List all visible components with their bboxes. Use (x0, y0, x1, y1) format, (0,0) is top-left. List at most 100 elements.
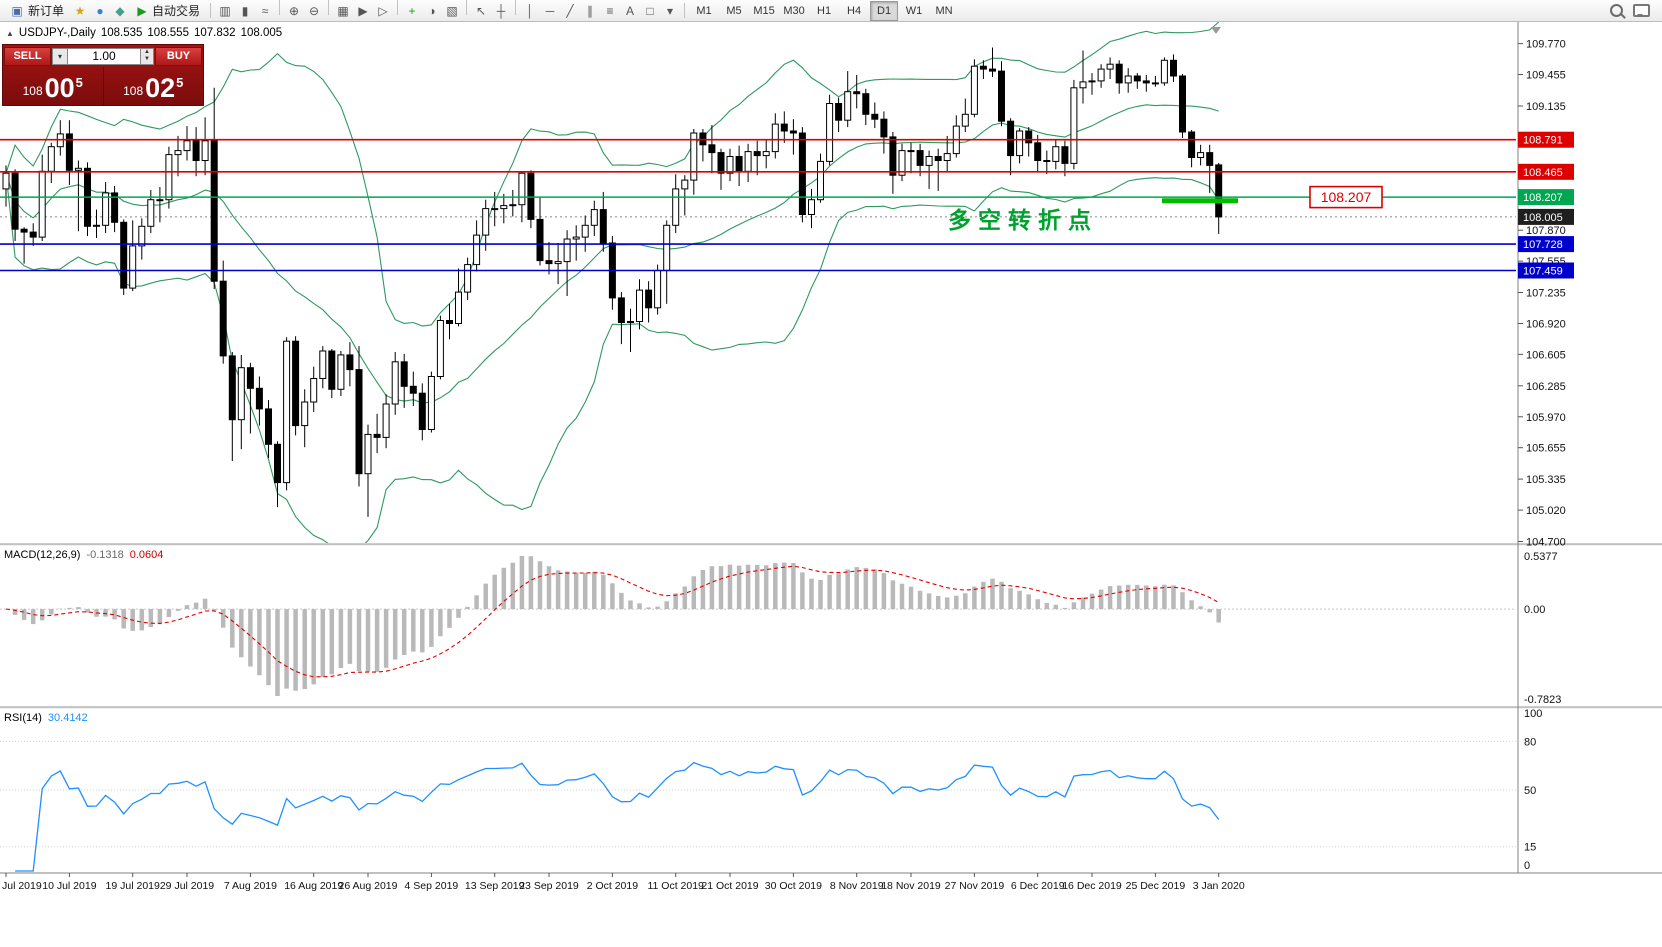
candle-body (355, 369, 363, 475)
auto-scroll-icon[interactable]: ▶ (358, 4, 368, 19)
chat-icon[interactable] (1633, 4, 1650, 17)
macd-signal-line (5, 565, 1219, 678)
candlestick-icon[interactable]: ▮ (241, 4, 249, 19)
rsi-value: 30.4142 (47, 712, 88, 724)
candle-body (427, 376, 435, 430)
chart-annotation-text[interactable]: 多空转折点 (948, 207, 1098, 233)
candle-body (237, 367, 245, 421)
candle-body (138, 225, 146, 247)
timeframe-m1[interactable]: M1 (696, 4, 712, 17)
buy-button[interactable]: BUY (155, 46, 202, 66)
sell-price[interactable]: 108 00 5 (3, 67, 103, 105)
candle-body (120, 221, 128, 289)
fibonacci-icon[interactable]: ≡ (606, 4, 614, 19)
timeframe-h1[interactable]: H1 (817, 4, 832, 17)
arrow-tools-icon[interactable]: ▾ (667, 4, 674, 19)
rsi-label: RSI(14) (4, 712, 42, 724)
macd-label: MACD(12,26,9) (4, 549, 81, 561)
new-order-button[interactable]: ▣ 新订单 (4, 1, 70, 20)
crosshair-icon[interactable]: ┼ (496, 4, 506, 19)
time-axis-label: 11 Oct 2019 (647, 880, 704, 892)
tile-windows-icon[interactable]: ▦ (337, 4, 349, 19)
candle-body (943, 153, 951, 162)
volume-dropdown-icon[interactable]: ▾ (52, 47, 68, 65)
candle-body (111, 192, 119, 223)
candle-body (880, 118, 888, 138)
symbol-info-bar: ▲ USDJPY-,Daily 108.535 108.555 107.832 … (6, 27, 282, 39)
price-scale-label: 105.655 (1526, 443, 1566, 455)
time-axis-label: 18 Nov 2019 (881, 880, 941, 892)
candle-body (1088, 80, 1096, 83)
text-icon[interactable]: A (626, 4, 635, 19)
chart-shift-icon[interactable]: ▷ (378, 4, 388, 19)
candle-body (771, 123, 779, 153)
candle-body (464, 264, 472, 293)
search-icon[interactable] (1610, 4, 1623, 17)
price-scale-label: 106.605 (1526, 349, 1566, 361)
collapse-arrow-icon[interactable]: ▲ (6, 28, 14, 38)
toolbar-right (1610, 4, 1658, 17)
community-icon[interactable]: ● (96, 3, 104, 18)
zoom-in-icon[interactable]: ⊕ (289, 4, 300, 19)
candle-body (907, 150, 915, 153)
toolbar-tools: ▥ ▮ ≈ ⊕ ⊖ ▦ ▶ ▷ + ◑ ▧ ↖ ┼ │ ─ ╱ ∥ ≡ A □ ▾ (215, 0, 680, 21)
chart-shift-marker[interactable] (1211, 27, 1221, 34)
time-axis-label: 26 Aug 2019 (339, 880, 398, 892)
chart-area[interactable]: 108.207 多空转折点 0.5377 0.00 -0.7823 100 80 50 15 0 1… (0, 22, 1662, 947)
candle-body (654, 269, 662, 309)
templates-icon[interactable]: ▧ (446, 4, 458, 19)
candle-body (20, 228, 28, 233)
price-tag-box[interactable] (1309, 185, 1383, 209)
indicators-add-icon[interactable]: + (408, 4, 416, 19)
refresh-icon[interactable]: ◆ (115, 3, 125, 18)
volume-input[interactable]: 1.00 (68, 47, 141, 65)
candle-body (129, 245, 137, 289)
buy-price[interactable]: 108 02 5 (104, 67, 204, 105)
candle-body (255, 387, 263, 410)
volume-stepper[interactable]: ▲ ▼ (141, 47, 154, 65)
label-icon[interactable]: □ (646, 4, 654, 19)
price-divider (102, 67, 104, 105)
price-scale-label: 107.235 (1526, 288, 1566, 300)
macd-scale-bottom: -0.7823 (1524, 694, 1561, 706)
zoom-out-icon[interactable]: ⊖ (309, 4, 320, 19)
candle-body (1151, 82, 1159, 85)
candle-body (518, 172, 526, 206)
timeframe-m5[interactable]: M5 (726, 4, 742, 17)
candle-body (563, 238, 571, 263)
timeframe-m30[interactable]: M30 (783, 4, 805, 17)
sell-button[interactable]: SELL (4, 46, 51, 66)
timeframe-m15[interactable]: M15 (753, 4, 775, 17)
candle-body (871, 113, 879, 120)
timeframe-h4[interactable]: H4 (847, 4, 862, 17)
auto-trading-play-icon: ▶ (137, 3, 147, 18)
candle-body (1007, 120, 1015, 157)
channel-icon[interactable]: ∥ (587, 4, 594, 19)
candle-body (93, 224, 100, 227)
candle-body (400, 361, 408, 387)
candle-body (1034, 142, 1042, 162)
candle-body (726, 156, 734, 174)
bar-chart-icon[interactable]: ▥ (219, 4, 231, 19)
bar-high: 108.555 (147, 27, 189, 39)
bar-open: 108.535 (100, 27, 143, 39)
auto-trading-button[interactable]: ▶ 自动交易 (130, 1, 206, 20)
periods-icon[interactable]: ◑ (428, 4, 436, 19)
timeframe-w1[interactable]: W1 (905, 4, 923, 17)
timeframe-mn[interactable]: MN (935, 4, 953, 17)
vertical-line-icon[interactable]: │ (526, 4, 534, 19)
price-scale-label: 109.770 (1526, 39, 1566, 51)
line-chart-icon[interactable]: ≈ (261, 4, 269, 19)
candle-body (337, 354, 345, 390)
price-chart[interactable]: 108.207 多空转折点 0.5377 0.00 -0.7823 100 80 50 15 0 1… (0, 22, 1662, 947)
candle-body (183, 140, 191, 152)
cursor-icon[interactable]: ↖ (476, 4, 487, 19)
horizontal-line-icon[interactable]: ─ (545, 4, 555, 19)
candle-body (636, 289, 643, 323)
terminal-icon[interactable]: ★ (74, 3, 86, 18)
timeframe-d1[interactable]: D1 (870, 0, 899, 21)
time-axis-label: 27 Nov 2019 (945, 880, 1005, 892)
trendline-icon[interactable]: ╱ (566, 4, 574, 19)
candle-body (509, 204, 517, 207)
